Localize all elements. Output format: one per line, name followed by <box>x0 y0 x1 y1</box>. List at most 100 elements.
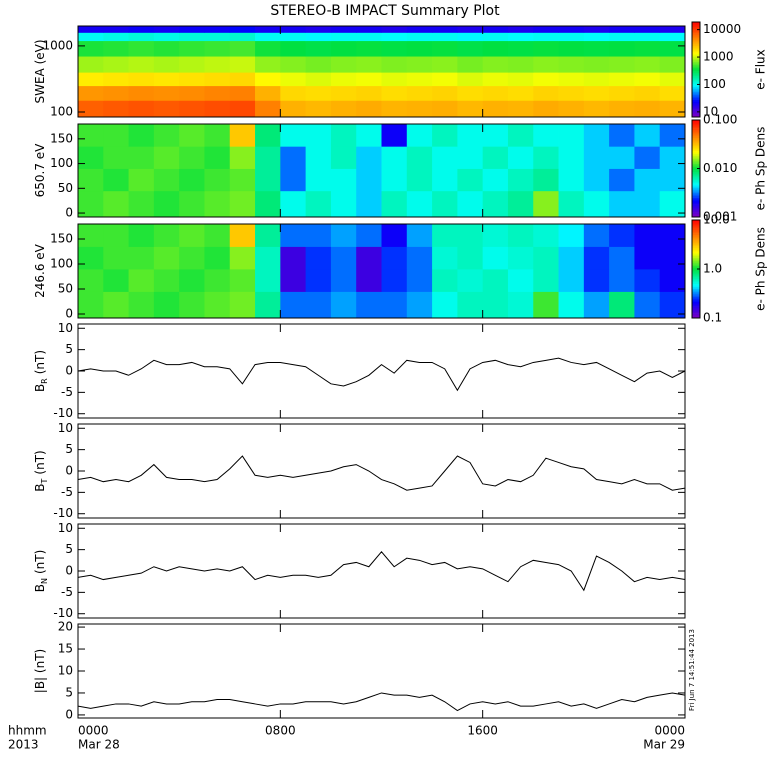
colorbar-stripe <box>692 128 700 130</box>
spectrogram-cell <box>406 224 433 247</box>
spectrogram-cell <box>229 224 256 247</box>
spectrogram-cell <box>356 146 382 169</box>
colorbar-stripe <box>692 251 700 253</box>
panel-frame <box>77 123 686 218</box>
y-axis-label: BT (nT) <box>33 450 49 491</box>
y-axis-label: BN (nT) <box>33 550 49 593</box>
spectrogram-cell <box>583 291 610 319</box>
spectrogram-cell <box>634 246 661 270</box>
spectrogram-cell <box>533 40 559 57</box>
spectrogram-cell <box>305 291 332 319</box>
colorbar-stripe <box>692 102 700 105</box>
colorbar-stripe <box>692 48 700 51</box>
spectrogram-cell <box>432 100 458 118</box>
colorbar-stripe <box>692 142 700 145</box>
x-unit-label: hhmm <box>8 724 47 738</box>
spectrogram-cell <box>381 40 408 57</box>
spectrogram-cell <box>103 40 129 57</box>
spectrogram-cell <box>305 26 332 33</box>
colorbar-stripe <box>692 303 700 306</box>
spectrogram-cell <box>356 100 382 118</box>
colorbar-stripe <box>692 278 700 281</box>
spectrogram-cell <box>305 85 332 101</box>
spectrogram-cell <box>280 56 307 73</box>
spectrogram-cell <box>482 291 509 319</box>
colorbar-stripe <box>692 36 700 39</box>
colorbar-stripe <box>692 137 700 140</box>
spectrogram-cell <box>482 40 509 57</box>
colorbar-stripe <box>692 229 700 232</box>
spectrogram-cell <box>280 32 307 42</box>
spectrogram-cell <box>558 224 585 247</box>
spectrogram-cell <box>533 56 559 73</box>
colorbar-stripe <box>692 47 700 50</box>
spectrogram-cell <box>659 146 686 169</box>
spectrogram-cell <box>229 32 256 42</box>
spectrogram-cell <box>103 26 129 33</box>
y-tick-label: 100 <box>50 257 73 271</box>
spectrogram-cell <box>432 26 458 33</box>
y-tick-label: 150 <box>50 232 73 246</box>
colorbar-stripe <box>692 200 700 203</box>
spectrogram-cell <box>659 100 686 118</box>
colorbar-stripe <box>692 265 700 268</box>
colorbar-stripe <box>692 129 700 132</box>
y-axis-label: |B| (nT) <box>33 649 47 693</box>
spectrogram-cell <box>609 190 635 218</box>
y-axis-label: SWEA (eV) <box>33 39 47 103</box>
spectrogram-cell <box>179 124 205 147</box>
spectrogram-cell <box>406 269 433 292</box>
colorbar-stripe <box>692 205 700 208</box>
colorbar-stripe <box>692 158 700 161</box>
spectrogram-cell <box>305 190 332 218</box>
y-tick-label: -10 <box>53 406 73 420</box>
x-tick-label: 1600 <box>467 724 498 738</box>
spectrogram-cell <box>558 269 585 292</box>
colorbar-stripe <box>692 165 700 168</box>
y-tick-label: -10 <box>53 606 73 620</box>
spectrogram-cell <box>457 40 484 57</box>
colorbar-stripe <box>692 290 700 293</box>
panel-frame <box>77 323 686 419</box>
colorbar-stripe <box>692 147 700 150</box>
spectrogram-cell <box>659 168 686 192</box>
y-axis-label-main: B <box>33 584 47 592</box>
colorbar-frame <box>691 21 701 118</box>
y-tick-label: 10 <box>58 321 73 335</box>
spectrogram-cell <box>280 168 307 192</box>
spectrogram-cell <box>432 269 458 292</box>
spectrogram-cell <box>482 85 509 101</box>
colorbar-stripe <box>692 75 700 78</box>
colorbar-stripe <box>692 173 700 176</box>
spectrogram-cell <box>634 146 661 169</box>
spectrogram-cell <box>659 124 686 147</box>
y-tick-label: 5 <box>65 342 73 356</box>
spectrogram-cell <box>558 56 585 73</box>
colorbar-stripe <box>692 300 700 302</box>
colorbar-stripe <box>692 168 700 171</box>
colorbar-stripe <box>692 110 700 113</box>
spectrogram-cell <box>381 72 408 87</box>
spectrogram-cell <box>128 146 155 169</box>
colorbar-stripe <box>692 257 700 260</box>
spectrogram-cell <box>482 246 509 270</box>
spectrogram-cell <box>229 100 256 118</box>
colorbar-tick-label: 10 <box>703 104 718 118</box>
colorbar-stripe <box>692 260 700 263</box>
spectrogram-cell <box>659 72 686 87</box>
spectrogram-cell <box>78 246 104 270</box>
spectrogram-cell <box>255 246 281 270</box>
spectrogram-cell <box>482 146 509 169</box>
spectrogram-cell <box>659 269 686 292</box>
colorbar-stripe <box>692 145 700 148</box>
colorbar-stripe <box>692 115 700 118</box>
data-line <box>77 692 686 712</box>
y-tick-label: 0 <box>65 707 73 721</box>
colorbar-stripe <box>692 31 700 34</box>
spectrogram-cell <box>78 32 104 42</box>
spectrogram-cell <box>179 100 205 118</box>
y-tick-label: 100 <box>50 104 73 118</box>
colorbar-stripe <box>692 52 700 54</box>
spectrogram-cell <box>204 246 231 270</box>
colorbar-stripe <box>692 291 700 294</box>
